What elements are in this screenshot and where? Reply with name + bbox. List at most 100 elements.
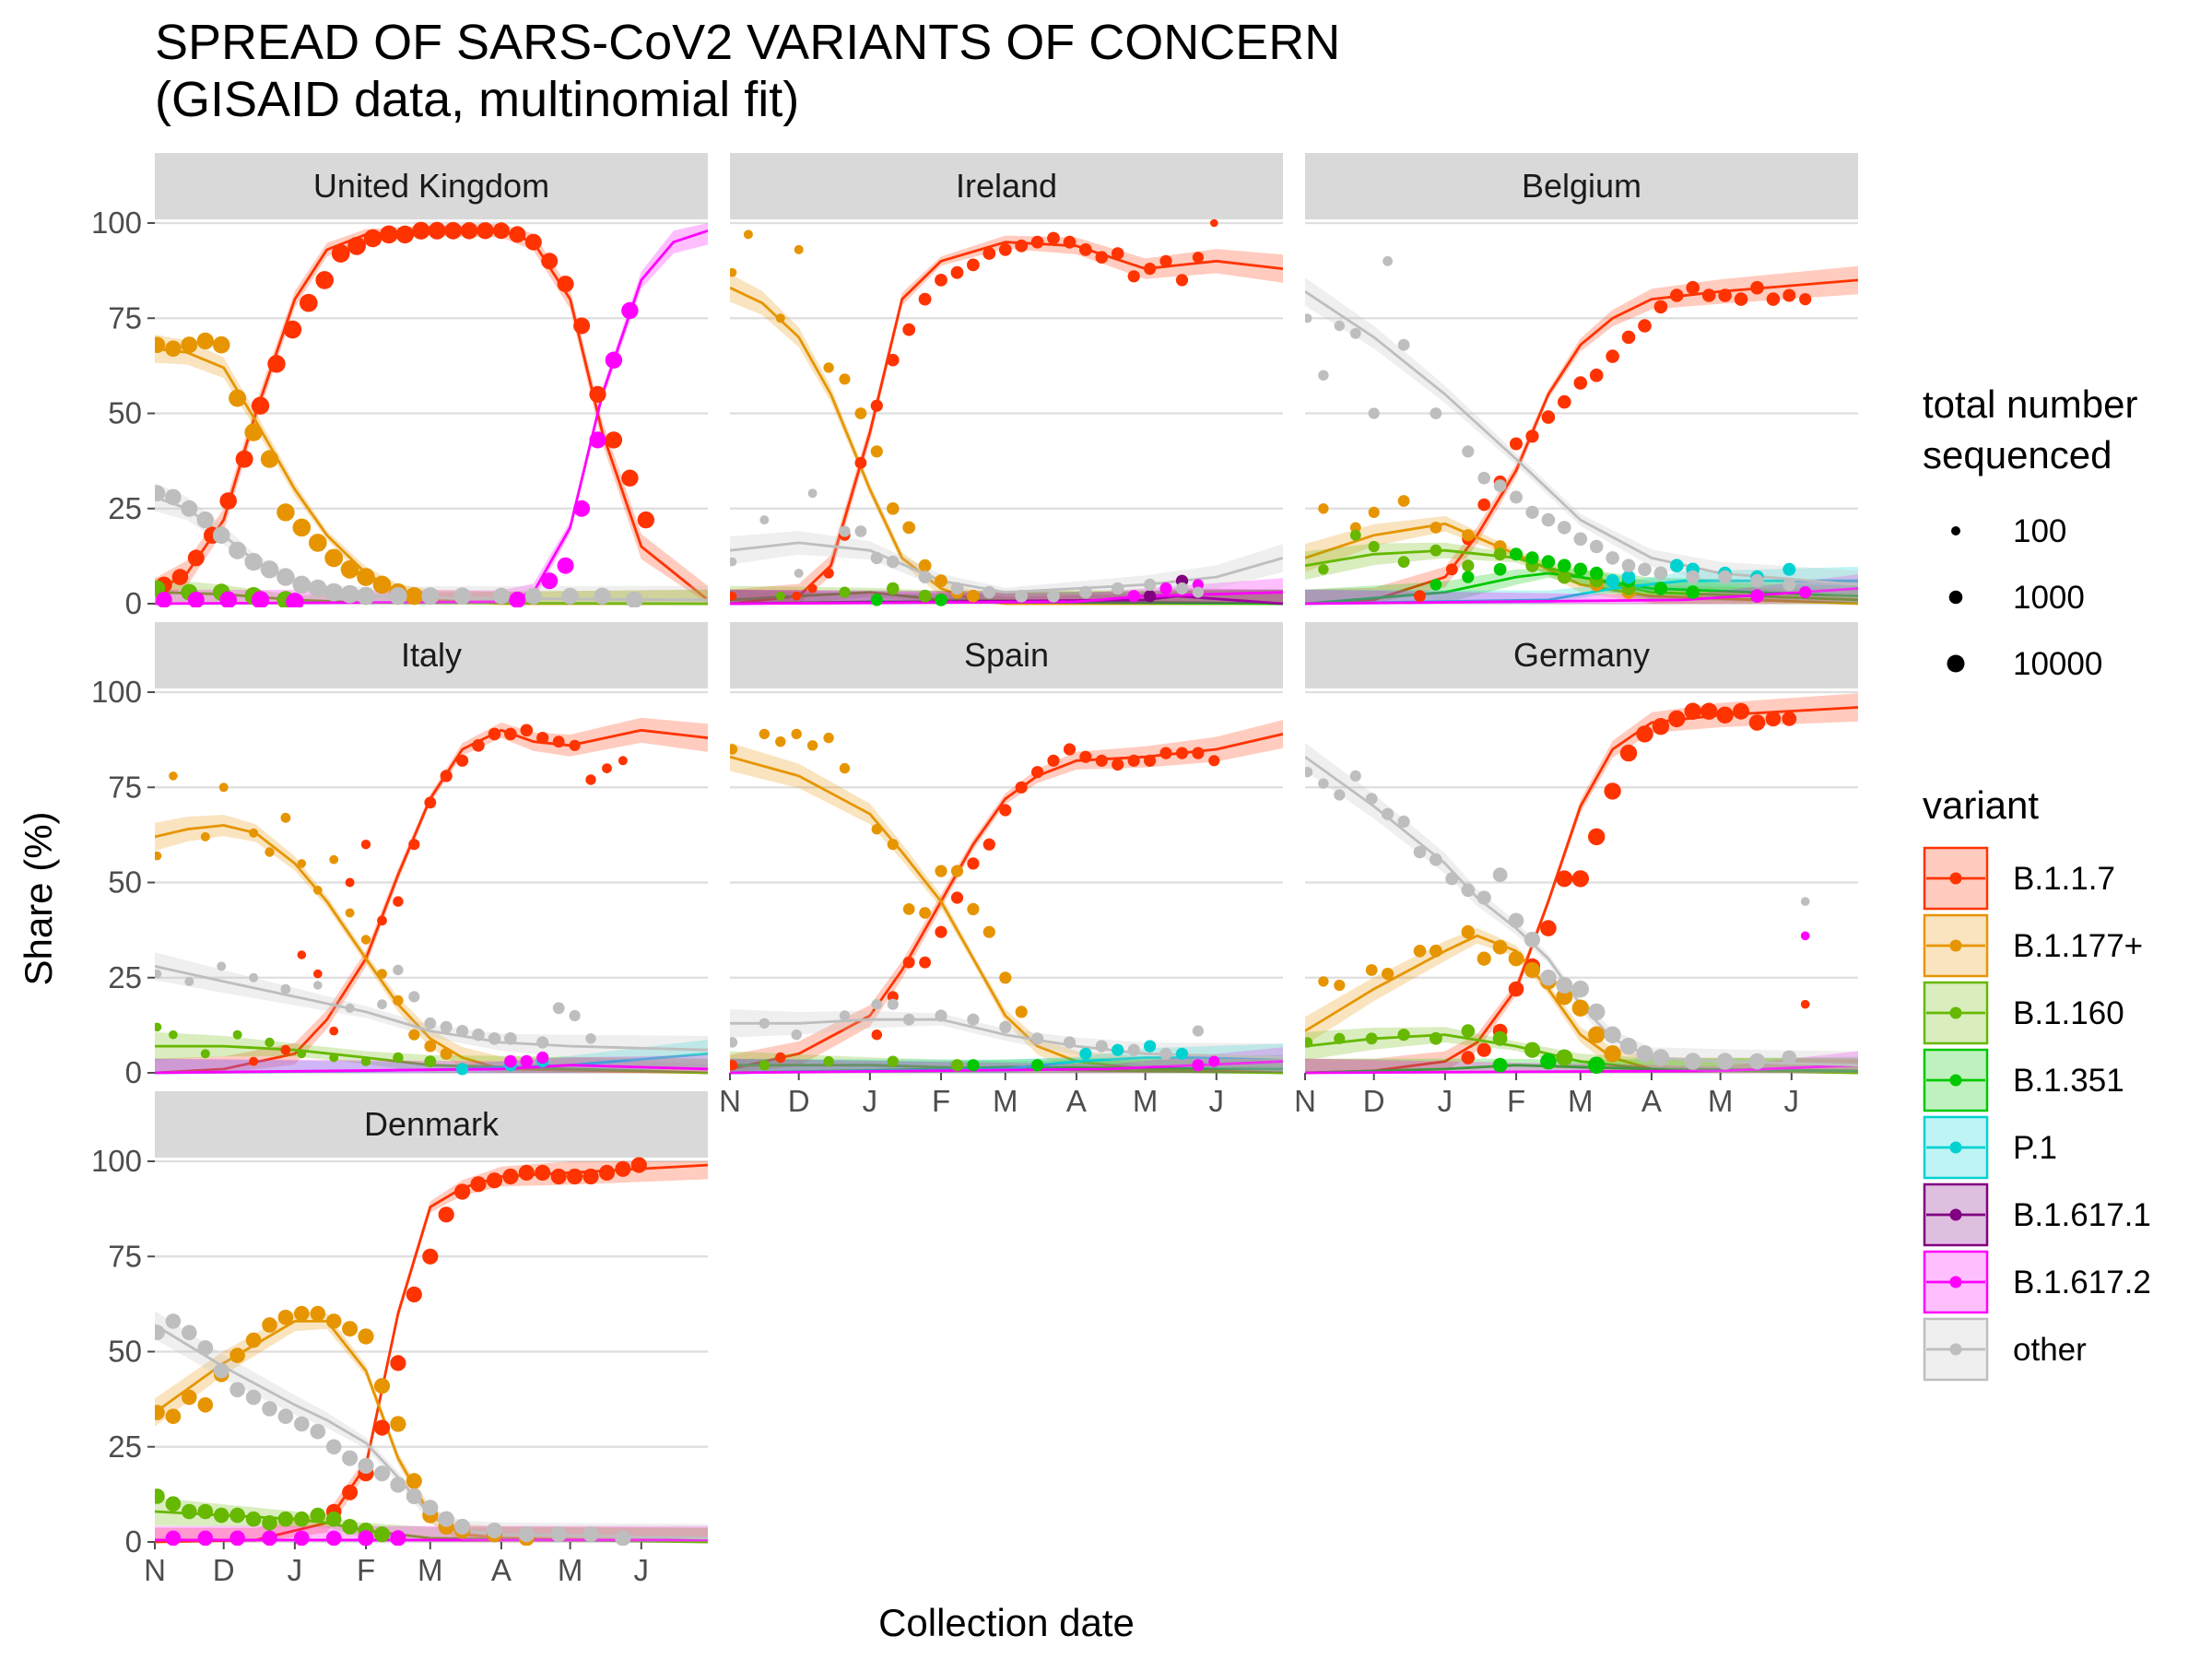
point-united-kingdom-b-1-1-7-22 [509,226,526,243]
point-belgium-p-1-7 [1783,562,1796,576]
point-germany-b-1-177-6 [1461,924,1476,939]
point-belgium-b-1-177-2 [1368,506,1380,519]
point-spain-b-1-1-7-4 [902,956,915,969]
point-spain-other-11 [1063,1036,1077,1049]
point-belgium-b-1-177-4 [1430,522,1442,534]
y-tick-label-italy-50: 50 [108,865,142,900]
point-belgium-b-1-1-7-11 [1606,349,1619,363]
point-spain-b-1-1-7-5 [919,956,931,969]
point-spain-other-14 [1159,1047,1172,1060]
point-ireland-b-1-160-2 [887,582,900,595]
point-italy-b-1-1-7-2 [297,950,307,959]
point-spain-other-9 [999,1020,1012,1033]
point-italy-p-1-0 [456,1063,469,1076]
x-tick-label-denmark-0: N [144,1553,166,1587]
point-belgium-b-1-1-7-9 [1573,376,1588,390]
x-tick-label-denmark-1: D [213,1553,235,1587]
point-ireland-other-12 [1047,589,1060,603]
x-tick-label-spain-3: F [932,1084,950,1118]
point-germany-other-21 [1636,1045,1653,1063]
point-belgium-b-1-1-7-7 [1541,410,1556,424]
point-italy-b-1-177-16 [440,1047,453,1060]
point-germany-b-1-160-8 [1556,1049,1573,1066]
point-italy-b-1-617-2-0 [504,1054,517,1068]
point-denmark-b-1-177-11 [325,1313,342,1329]
point-germany-b-1-1-7-9 [1604,782,1621,800]
point-ireland-other-4 [839,525,851,537]
point-denmark-b-1-160-12 [342,1519,359,1535]
point-united-kingdom-other-17 [492,587,510,605]
size-legend-title-line-2: sequenced [1923,433,2112,477]
point-spain-b-1-1-7-20 [1159,747,1172,759]
point-ireland-other-17 [1192,586,1204,598]
point-belgium-other-14 [1558,521,1571,535]
point-italy-b-1-1-7-17 [536,732,549,745]
point-ireland-b-1-1-7-9 [918,292,932,306]
point-united-kingdom-b-1-1-7-19 [460,222,478,240]
legend-label-other: other [2013,1332,2087,1368]
x-tick-label-germany-6: M [1708,1084,1734,1118]
point-united-kingdom-b-1-1-7-13 [363,229,382,248]
y-tick-label-united-kingdom-0: 0 [125,586,142,620]
point-spain-b-1-1-7-9 [982,838,995,851]
point-italy-b-1-177-6 [280,812,291,823]
point-ireland-b-1-1-7-10 [935,274,947,287]
point-united-kingdom-b-1-1-7-23 [524,233,542,251]
point-belgium-b-1-160-3 [1397,556,1410,568]
point-belgium-p-1-1 [1621,570,1636,584]
fit-line-spain-b-1-1-7 [730,733,1283,1071]
point-denmark-other-19 [454,1518,471,1535]
point-spain-b-1-351-1 [1031,1059,1044,1072]
point-spain-b-1-160-0 [759,1060,770,1071]
point-spain-b-1-1-7-16 [1095,754,1108,767]
legend-swatch-dot-b-1-160 [1949,1006,1962,1019]
point-denmark-b-1-1-7-9 [470,1176,487,1193]
point-belgium-b-1-351-10 [1653,582,1668,595]
point-germany-other-14 [1524,931,1541,948]
point-spain-b-1-1-7-14 [1063,743,1077,756]
point-denmark-other-21 [518,1526,535,1543]
point-united-kingdom-b-1-1-7-8 [283,320,302,339]
ribbon-ireland-b-1-1-7 [730,235,1283,604]
point-ireland-b-1-177-2 [775,313,785,324]
point-denmark-other-15 [390,1477,406,1493]
point-germany-other-26 [1782,1050,1797,1065]
point-belgium-b-1-1-7-8 [1558,394,1571,409]
point-ireland-other-15 [1144,578,1157,592]
point-spain-b-1-1-7-22 [1192,747,1205,759]
point-united-kingdom-b-1-617-2-0 [156,592,172,607]
point-spain-b-1-177-2 [775,736,786,747]
point-italy-b-1-177-13 [393,994,404,1006]
strip-label-ireland: Ireland [956,167,1057,205]
point-spain-other-13 [1127,1043,1140,1056]
point-denmark-other-2 [182,1324,197,1341]
point-denmark-other-24 [615,1530,631,1546]
point-spain-b-1-1-7-15 [1079,750,1092,763]
point-belgium-other-15 [1573,532,1588,547]
point-belgium-other-13 [1541,512,1556,527]
x-tick-label-spain-2: J [863,1084,878,1118]
point-united-kingdom-other-0 [155,485,166,501]
point-united-kingdom-b-1-1-7-11 [331,244,350,263]
point-united-kingdom-b-1-177-6 [244,423,263,441]
point-belgium-b-1-1-7-21 [1766,292,1781,306]
plot-area-denmark [155,1157,708,1546]
y-tick-label-united-kingdom-100: 100 [91,206,142,240]
point-ireland-b-1-1-7-18 [1063,235,1077,249]
point-italy-other-15 [504,1032,517,1045]
point-belgium-b-1-160-8 [1558,570,1571,584]
point-spain-b-1-177-9 [902,903,915,915]
point-denmark-b-1-1-7-15 [567,1168,583,1185]
point-denmark-b-1-160-11 [325,1511,342,1527]
point-ireland-other-0 [730,557,737,567]
point-italy-b-1-1-7-14 [488,727,501,741]
strip-label-spain: Spain [964,636,1049,674]
point-italy-b-1-160-8 [393,1052,404,1064]
point-germany-other-3 [1349,770,1361,782]
point-denmark-b-1-160-8 [277,1511,294,1527]
point-germany-b-1-160-1 [1334,1032,1346,1044]
fit-line-belgium-other [1305,290,1858,586]
point-belgium-b-1-1-7-16 [1686,280,1700,295]
size-legend-label-100: 100 [2013,513,2066,549]
point-italy-b-1-1-7-5 [345,877,355,888]
